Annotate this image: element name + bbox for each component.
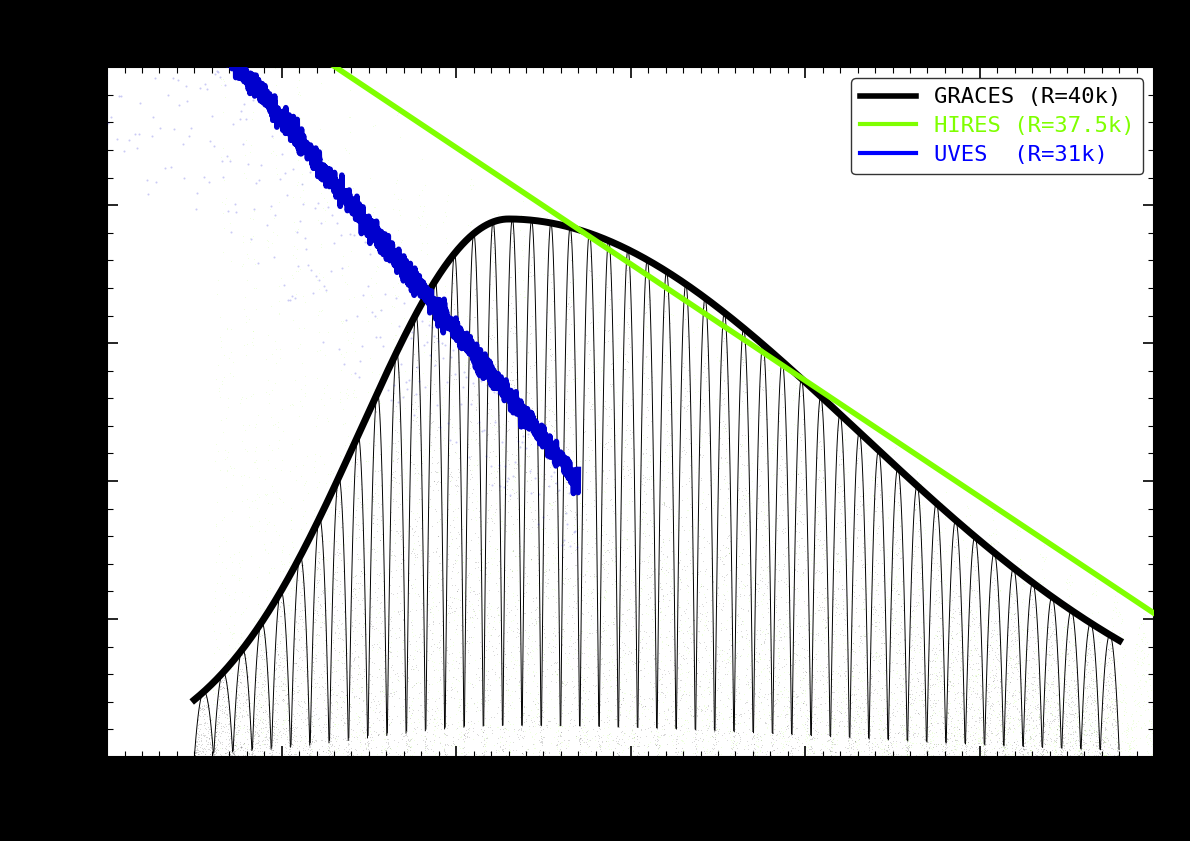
Title: Feige 66  (V=10.51  mag): Feige 66 (V=10.51 mag) <box>411 30 851 60</box>
Legend: GRACES (R=40k), HIRES (R=37.5k), UVES  (R=31k): GRACES (R=40k), HIRES (R=37.5k), UVES (R… <box>852 78 1144 174</box>
